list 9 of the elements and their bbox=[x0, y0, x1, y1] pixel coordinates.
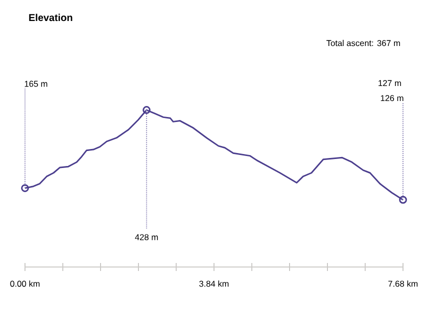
annotation: 428 m bbox=[134, 234, 158, 240]
text: 165 m bbox=[24, 80, 48, 87]
x-tick-label: 0.00 km bbox=[10, 280, 40, 287]
x-tick-label: 7.68 km bbox=[388, 280, 418, 287]
text: Total ascent: 367 m bbox=[326, 40, 400, 46]
x-tick-label: 3.84 km bbox=[199, 280, 228, 287]
text: 126 m bbox=[380, 95, 404, 102]
chart-title: Elevation bbox=[29, 14, 72, 22]
text: 127 m bbox=[378, 80, 401, 86]
